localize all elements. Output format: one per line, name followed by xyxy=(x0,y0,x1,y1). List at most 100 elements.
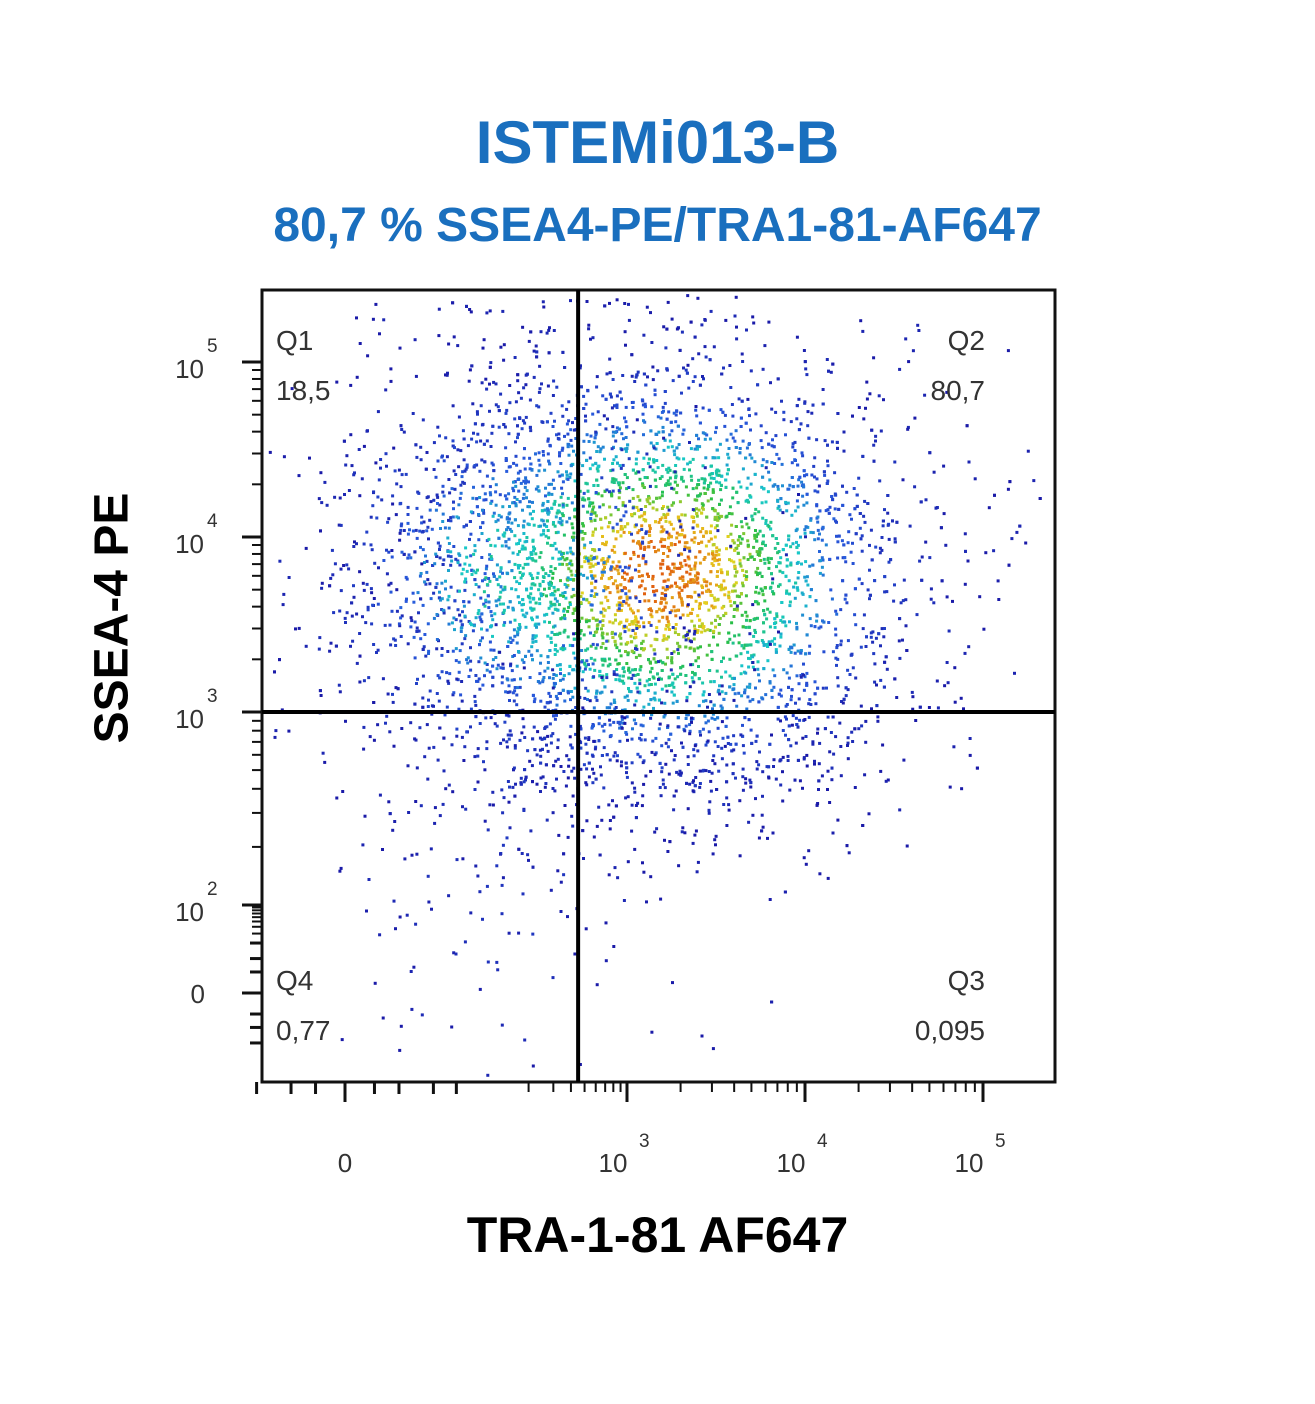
event-dot xyxy=(415,536,419,540)
event-dot xyxy=(523,562,527,566)
event-dot xyxy=(710,562,714,566)
event-dot xyxy=(857,577,861,581)
event-dot xyxy=(715,524,719,528)
event-dot xyxy=(755,539,759,543)
event-dot xyxy=(616,461,619,465)
event-dot xyxy=(544,782,548,785)
event-dot xyxy=(638,678,642,682)
event-dot xyxy=(823,473,827,477)
event-dot xyxy=(631,629,635,632)
event-dot xyxy=(557,437,561,441)
event-dot xyxy=(825,358,829,361)
event-dot xyxy=(613,579,617,583)
event-dot xyxy=(595,698,599,702)
event-dot xyxy=(829,370,833,374)
event-dot xyxy=(369,515,373,519)
event-dot xyxy=(752,653,756,657)
event-dot xyxy=(836,676,840,680)
event-dot xyxy=(525,611,529,615)
event-dot xyxy=(586,489,590,493)
event-dot xyxy=(600,494,604,498)
event-dot xyxy=(936,706,940,710)
event-dot xyxy=(487,606,491,610)
event-dot xyxy=(620,448,624,452)
event-dot xyxy=(760,829,764,833)
event-dot xyxy=(554,531,558,535)
event-dot xyxy=(608,706,612,710)
event-dot xyxy=(642,433,645,437)
event-dot xyxy=(748,657,752,661)
event-dot xyxy=(457,516,460,520)
event-dot xyxy=(612,754,616,758)
event-dot xyxy=(496,663,500,667)
event-dot xyxy=(631,488,635,492)
event-dot xyxy=(516,379,520,383)
event-dot xyxy=(702,481,706,485)
event-dot xyxy=(625,618,629,622)
event-dot xyxy=(827,511,831,515)
event-dot xyxy=(609,567,613,571)
event-dot xyxy=(515,542,519,546)
event-dot xyxy=(711,456,715,460)
event-dot xyxy=(654,736,658,740)
event-dot xyxy=(831,362,835,366)
event-dot xyxy=(902,578,906,582)
event-dot xyxy=(702,625,706,628)
event-dot xyxy=(667,676,671,680)
event-dot xyxy=(561,591,565,595)
event-dot xyxy=(633,632,637,636)
event-dot xyxy=(1015,530,1019,534)
event-dot xyxy=(628,564,631,568)
event-dot xyxy=(490,461,494,465)
event-dot xyxy=(630,532,633,536)
event-dot xyxy=(643,545,647,549)
event-dot xyxy=(625,732,629,736)
event-dot xyxy=(507,432,511,436)
event-dot xyxy=(620,717,624,721)
event-dot xyxy=(563,583,567,586)
event-dot xyxy=(591,616,595,620)
event-dot xyxy=(452,335,456,339)
event-dot xyxy=(670,445,674,449)
event-dot xyxy=(332,611,336,615)
event-dot xyxy=(859,645,863,649)
event-dot xyxy=(539,524,542,528)
event-dot xyxy=(877,632,881,636)
event-dot xyxy=(476,612,480,615)
event-dot xyxy=(516,595,520,599)
event-dot xyxy=(680,513,684,517)
event-dot xyxy=(715,468,719,472)
event-dot xyxy=(721,410,725,414)
event-dot xyxy=(706,499,710,503)
event-dot xyxy=(572,535,575,539)
event-dot xyxy=(631,539,635,543)
event-dot xyxy=(419,458,423,462)
event-dot xyxy=(497,513,501,517)
event-dot xyxy=(516,471,520,475)
event-dot xyxy=(641,403,645,407)
event-dot xyxy=(604,562,608,566)
event-dot xyxy=(703,629,707,633)
event-dot xyxy=(621,481,625,485)
event-dot xyxy=(714,553,718,557)
event-dot xyxy=(629,607,632,611)
event-dot xyxy=(287,576,291,579)
event-dot xyxy=(680,741,683,745)
event-dot xyxy=(651,500,655,504)
event-dot xyxy=(398,624,402,628)
event-dot xyxy=(626,641,630,645)
event-dot xyxy=(585,556,588,560)
event-dot xyxy=(774,650,778,654)
event-dot xyxy=(338,609,342,613)
event-dot xyxy=(544,534,548,538)
event-dot xyxy=(711,852,715,856)
event-dot xyxy=(717,623,721,626)
event-dot xyxy=(476,412,479,416)
event-dot xyxy=(747,526,751,530)
event-dot xyxy=(489,361,493,365)
event-dot xyxy=(618,674,622,678)
event-dot xyxy=(687,564,691,568)
event-dot xyxy=(633,786,637,790)
event-dot xyxy=(718,558,721,562)
event-dot xyxy=(685,570,689,574)
